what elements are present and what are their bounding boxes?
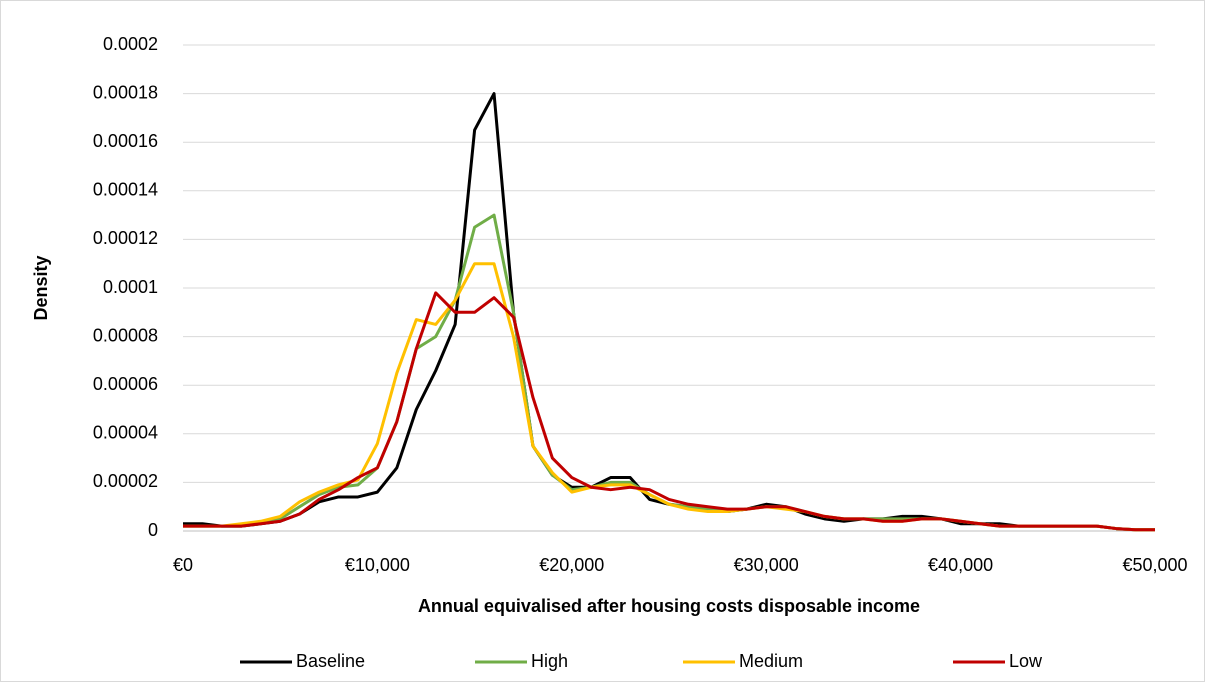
y-tick-label: 0.00012 — [93, 228, 158, 248]
x-tick-label: €10,000 — [345, 555, 410, 575]
y-tick-label: 0 — [148, 520, 158, 540]
x-tick-label: €20,000 — [539, 555, 604, 575]
y-tick-label: 0.00008 — [93, 325, 158, 345]
y-tick-label: 0.00016 — [93, 131, 158, 151]
x-axis-title: Annual equivalised after housing costs d… — [418, 596, 920, 616]
y-tick-label: 0.0001 — [103, 277, 158, 297]
x-tick-label: €40,000 — [928, 555, 993, 575]
y-tick-label: 0.00018 — [93, 82, 158, 102]
series-line — [183, 291, 1155, 532]
y-tick-label: 0.0002 — [103, 34, 158, 54]
legend-label: High — [531, 651, 568, 671]
legend-label: Medium — [739, 651, 803, 671]
legend-label: Baseline — [296, 651, 365, 671]
y-axis-title: Density — [31, 255, 51, 320]
y-tick-label: 0.00006 — [93, 374, 158, 394]
y-tick-label: 0.00004 — [93, 423, 158, 443]
x-tick-label: €30,000 — [734, 555, 799, 575]
x-tick-label: €50,000 — [1122, 555, 1187, 575]
y-tick-label: 0.00002 — [93, 471, 158, 491]
legend-label: Low — [1009, 651, 1043, 671]
y-tick-label: 0.00014 — [93, 180, 158, 200]
x-tick-label: €0 — [173, 555, 193, 575]
